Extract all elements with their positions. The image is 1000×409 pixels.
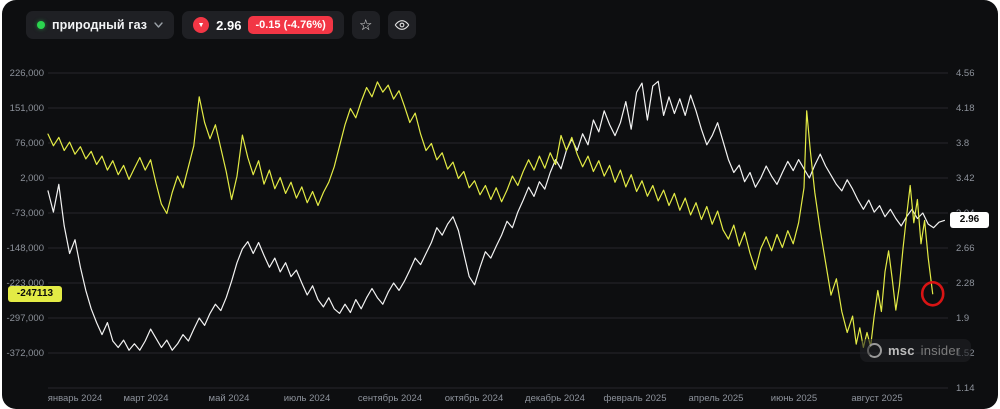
mscinsider-logo-icon bbox=[867, 343, 882, 358]
price-change-badge: -0.15 (-4.76%) bbox=[248, 16, 333, 34]
y-axis-left-label: 76,000 bbox=[15, 138, 44, 149]
x-axis-label: март 2024 bbox=[123, 393, 168, 404]
quote-summary: ▼ 2.96 -0.15 (-4.76%) bbox=[182, 11, 344, 39]
y-axis-right-label: 3.8 bbox=[956, 138, 969, 149]
x-axis-label: февраль 2025 bbox=[604, 393, 667, 404]
eye-icon bbox=[394, 20, 409, 30]
y-axis-left-label: -372,000 bbox=[6, 348, 44, 359]
x-axis-label: сентябрь 2024 bbox=[358, 393, 422, 404]
last-price: 2.96 bbox=[216, 17, 242, 33]
y-axis-left-label: -223,000 bbox=[6, 278, 44, 289]
x-axis-label: декабрь 2024 bbox=[525, 393, 585, 404]
y-axis-left-label: 2,000 bbox=[20, 173, 44, 184]
x-axis-label: июль 2024 bbox=[284, 393, 331, 404]
x-axis-label: январь 2024 bbox=[48, 393, 103, 404]
left-axis-series-line bbox=[47, 81, 934, 348]
symbol-name: природный газ bbox=[52, 18, 148, 32]
y-axis-right-label: 3.42 bbox=[956, 173, 975, 184]
y-axis-left-label: 151,000 bbox=[10, 103, 44, 114]
y-axis-left-label: -297,000 bbox=[6, 313, 44, 324]
toolbar: природный газ ▼ 2.96 -0.15 (-4.76%) ☆ bbox=[26, 11, 416, 39]
chevron-down-icon bbox=[154, 22, 163, 28]
x-axis-label: октябрь 2024 bbox=[445, 393, 504, 404]
y-axis-right-label: 2.28 bbox=[956, 278, 975, 289]
y-axis-right-label: 4.18 bbox=[956, 103, 975, 114]
x-axis-label: май 2024 bbox=[209, 393, 250, 404]
price-down-arrow-icon: ▼ bbox=[193, 17, 210, 33]
symbol-selector[interactable]: природный газ bbox=[26, 11, 175, 39]
y-axis-right-label: 2.66 bbox=[956, 243, 975, 254]
visibility-eye-button[interactable] bbox=[387, 11, 416, 39]
y-axis-right-label: 1.9 bbox=[956, 313, 969, 324]
right-axis-tag: 2.96 bbox=[950, 212, 989, 228]
y-axis-left-label: -73,000 bbox=[12, 208, 44, 219]
y-axis-left-label: 226,000 bbox=[10, 68, 44, 79]
star-icon: ☆ bbox=[359, 16, 373, 34]
highlight-circle bbox=[920, 280, 945, 307]
right-axis-series-line bbox=[47, 80, 946, 351]
y-axis-right-label: 1.14 bbox=[956, 383, 975, 394]
watermark: msc insider bbox=[860, 339, 972, 362]
x-axis-label: июнь 2025 bbox=[771, 393, 817, 404]
watermark-text-secondary: insider bbox=[920, 343, 961, 358]
left-axis-tag: -247113 bbox=[8, 286, 62, 302]
y-axis-right-label: 4.56 bbox=[956, 68, 975, 79]
favorite-star-button[interactable]: ☆ bbox=[351, 11, 380, 39]
market-status-dot bbox=[37, 21, 45, 29]
x-axis-label: август 2025 bbox=[851, 393, 902, 404]
x-axis-label: апрель 2025 bbox=[689, 393, 744, 404]
y-axis-left-label: -148,000 bbox=[6, 243, 44, 254]
watermark-text-primary: msc bbox=[888, 343, 915, 358]
